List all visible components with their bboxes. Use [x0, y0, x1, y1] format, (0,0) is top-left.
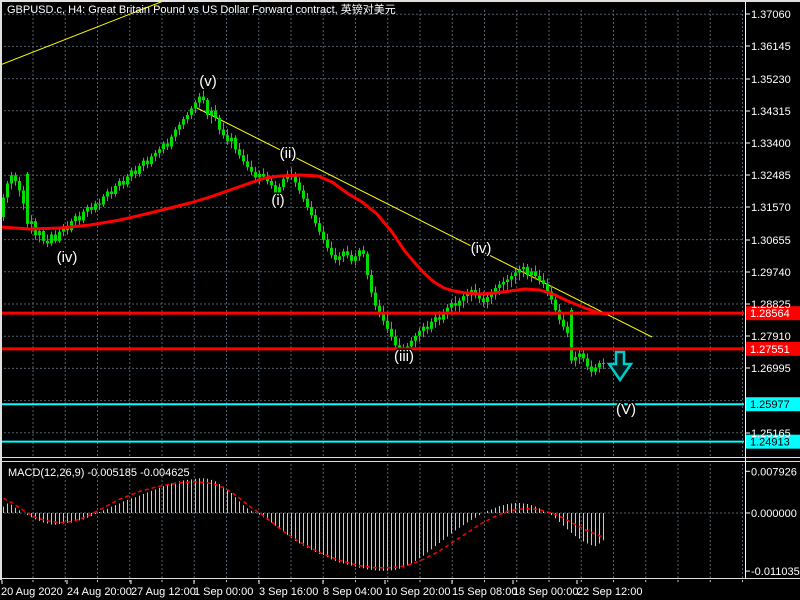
wave-label: (iv) [471, 240, 492, 257]
wave-label: (ii) [280, 145, 297, 162]
time-tick-label: 3 Sep 16:00 [259, 586, 318, 598]
price-tick-label: 1.29740 [751, 267, 791, 279]
price-tick-label: 1.33400 [751, 138, 791, 150]
candlesticks [2, 88, 605, 377]
time-tick-label: 15 Sep 08:00 [452, 586, 517, 598]
price-tick-label: 1.30655 [751, 235, 791, 247]
price-tick-label: 1.36145 [751, 41, 791, 53]
price-tick-label: 1.32485 [751, 170, 791, 182]
macd-tick-label: 0.007926 [751, 466, 797, 478]
time-tick-label: 1 Sep 00:00 [194, 586, 253, 598]
price-axis[interactable]: 1.28564 1.27551 1.25977 1.24913 1.37060 1.361… [745, 9, 800, 449]
price-line-badge: 1.28564 [750, 308, 790, 320]
time-tick-label: 20 Aug 2020 [1, 586, 63, 598]
wave-labels[interactable]: (v) (ii) (i) (iv) (iii) (iv) (V) [55, 72, 637, 420]
time-tick-label: 8 Sep 04:00 [323, 586, 382, 598]
price-tick-label: 1.31570 [751, 202, 791, 214]
wave-label: (v) [199, 73, 217, 90]
price-tick-label: 1.27910 [751, 331, 791, 343]
time-tick-label: 10 Sep 20:00 [385, 586, 450, 598]
wave-label: (i) [271, 192, 284, 209]
macd-indicator-label: MACD(12,26,9) -0.005185 -0.004625 [8, 467, 190, 479]
price-tick-label: 1.25165 [751, 428, 791, 440]
price-line-badge: 1.27551 [750, 344, 790, 356]
chart-title: GBPUSD.c, H4: Great Britain Pound vs US … [7, 2, 396, 16]
macd-axis[interactable]: 0.007926 0.000000 -0.011035 [745, 466, 800, 578]
price-tick-label: 1.37060 [751, 9, 791, 21]
price-tick-label: 1.28825 [751, 299, 791, 311]
down-arrow-icon[interactable] [606, 350, 634, 383]
wave-label: (V) [616, 401, 636, 418]
time-tick-label: 22 Sep 12:00 [577, 586, 642, 598]
horizontal-lines[interactable] [0, 311, 744, 443]
price-line-badge: 1.24913 [750, 437, 790, 449]
price-line-badge: 1.25977 [750, 399, 790, 411]
time-tick-label: 24 Aug 20:00 [67, 586, 132, 598]
macd-tick-label: -0.011035 [751, 566, 800, 578]
gridlines [0, 10, 744, 578]
pane-borders [0, 0, 800, 580]
price-tick-label: 1.35230 [751, 74, 791, 86]
wave-label: (iv) [57, 249, 78, 266]
wave-label: (iii) [394, 348, 414, 365]
macd-tick-label: 0.000000 [751, 508, 797, 520]
moving-average-line[interactable] [0, 173, 608, 316]
time-tick-label: 27 Aug 12:00 [131, 586, 196, 598]
price-tick-label: 1.34315 [751, 106, 791, 118]
price-tick-label: 1.26995 [751, 363, 791, 375]
time-tick-label: 18 Sep 00:00 [513, 586, 578, 598]
macd-indicator [3, 478, 604, 571]
time-axis[interactable]: 20 Aug 2020 24 Aug 20:00 27 Aug 12:001 Sep… [1, 580, 743, 598]
trendlines[interactable] [0, 0, 653, 338]
